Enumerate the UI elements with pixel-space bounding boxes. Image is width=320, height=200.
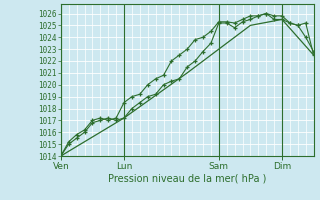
X-axis label: Pression niveau de la mer( hPa ): Pression niveau de la mer( hPa )	[108, 173, 266, 183]
